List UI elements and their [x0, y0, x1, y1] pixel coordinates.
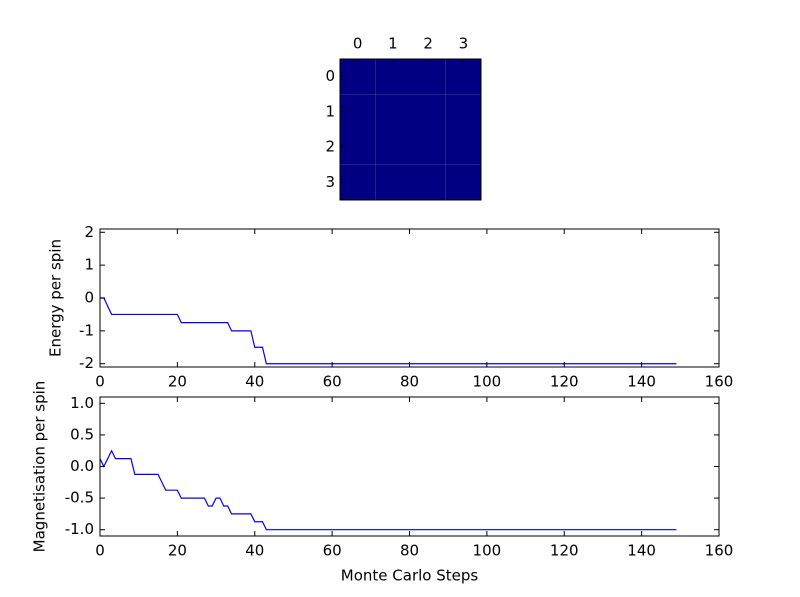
y-tick-label: 0	[325, 67, 335, 85]
heatmap-cell	[340, 94, 376, 130]
y-tick-label: -1.0	[65, 520, 94, 538]
x-tick-label: 120	[550, 542, 579, 560]
axes-background	[100, 397, 719, 536]
heatmap-cell	[445, 94, 481, 130]
x-tick-label: 160	[705, 373, 734, 391]
x-tick-label: 0	[95, 542, 105, 560]
y-tick-label: 2	[325, 138, 335, 156]
y-axis-label: Magnetisation per spin	[31, 381, 49, 553]
heatmap-cell	[445, 59, 481, 95]
heatmap-cell	[410, 164, 446, 200]
data-line	[100, 297, 677, 365]
y-tick-label: -0.5	[65, 489, 94, 507]
x-tick-label: 0	[95, 373, 105, 391]
x-tick-label: 140	[627, 542, 656, 560]
y-axis-label: Energy per spin	[47, 239, 65, 357]
data-line	[99, 449, 677, 531]
heatmap-cell	[375, 129, 411, 165]
y-tick-label: 1	[325, 102, 335, 120]
x-tick-label: 100	[473, 542, 502, 560]
heatmap-cell	[445, 164, 481, 200]
x-axis-label: Monte Carlo Steps	[341, 567, 479, 585]
x-tick-label: 60	[323, 542, 342, 560]
x-tick-label: 3	[459, 35, 469, 53]
heatmap-cell	[375, 59, 411, 95]
heatmap-cell	[445, 129, 481, 165]
y-tick-label: 0.5	[70, 425, 94, 443]
heatmap-cell	[410, 129, 446, 165]
x-tick-label: 1	[388, 35, 398, 53]
heatmap-cell	[410, 94, 446, 130]
y-tick-label: 0	[84, 289, 94, 307]
heatmap-cell	[375, 94, 411, 130]
heatmap-cell	[375, 164, 411, 200]
heatmap-cell	[340, 164, 376, 200]
x-tick-label: 80	[400, 542, 419, 560]
heatmap-cell	[340, 59, 376, 95]
y-tick-label: -1	[79, 321, 94, 339]
x-tick-label: 20	[168, 542, 187, 560]
x-tick-label: 40	[245, 542, 264, 560]
y-tick-label: 0.0	[70, 457, 94, 475]
x-tick-label: 140	[627, 373, 656, 391]
x-tick-label: 60	[323, 373, 342, 391]
x-tick-label: 20	[168, 373, 187, 391]
x-tick-label: 2	[423, 35, 433, 53]
y-tick-label: 1	[84, 256, 94, 274]
x-tick-label: 80	[400, 373, 419, 391]
heatmap-cell	[340, 129, 376, 165]
axes-frame	[339, 58, 482, 201]
y-tick-label: 2	[84, 223, 94, 241]
x-tick-label: 40	[245, 373, 264, 391]
heatmap-cell	[410, 59, 446, 95]
y-tick-label: 1.0	[70, 394, 94, 412]
x-tick-label: 0	[353, 35, 363, 53]
x-tick-label: 160	[705, 542, 734, 560]
y-tick-label: 3	[325, 173, 335, 191]
axes-background	[100, 229, 719, 367]
x-tick-label: 120	[550, 373, 579, 391]
y-tick-label: -2	[79, 354, 94, 372]
x-tick-label: 100	[473, 373, 502, 391]
